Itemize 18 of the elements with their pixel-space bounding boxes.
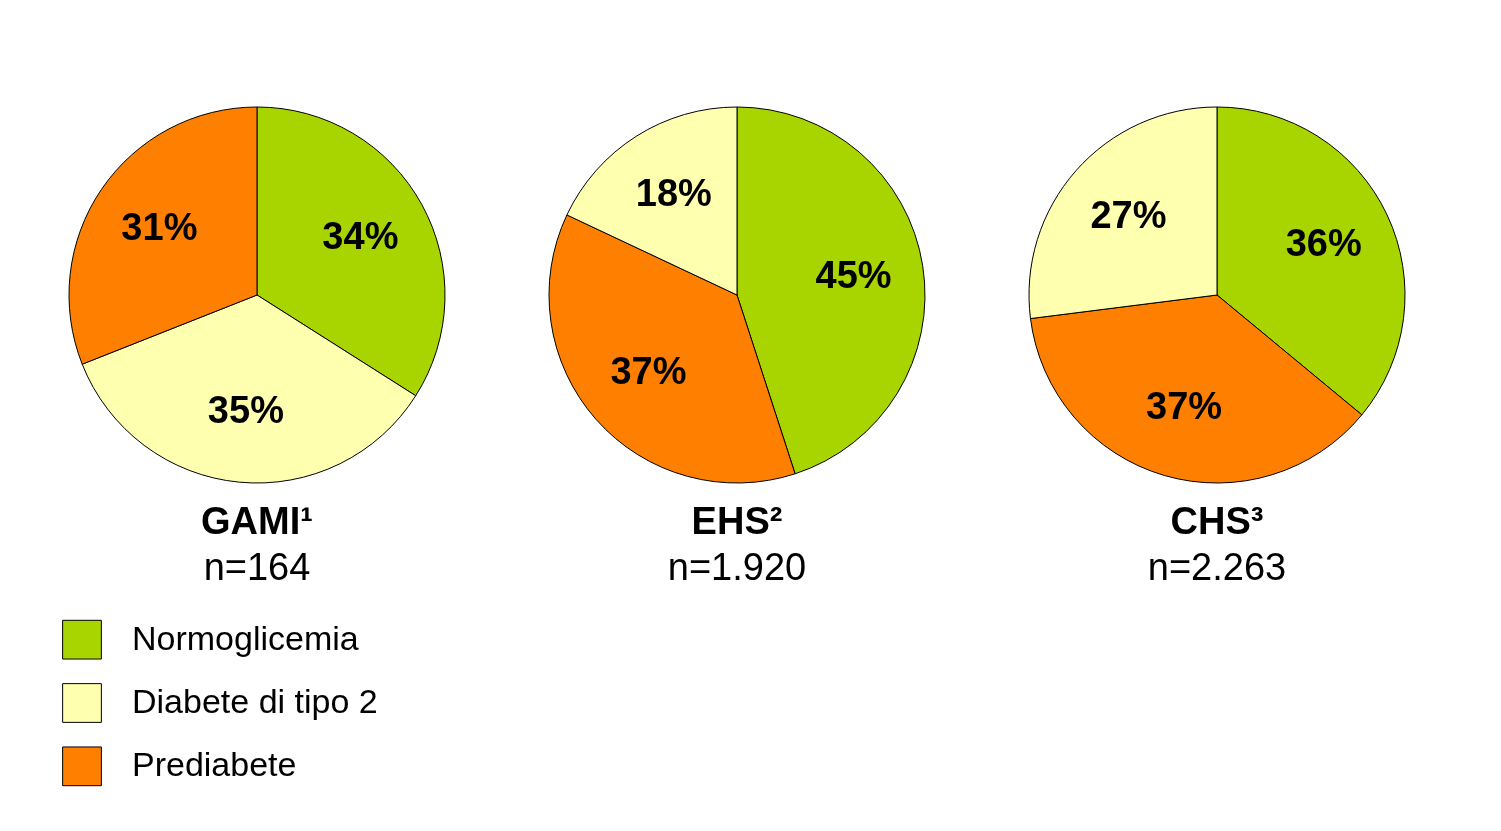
data-label: 37% [610,350,687,393]
text: n=2.263 [1147,546,1287,588]
text: EHS² [691,500,783,542]
data-label: 36% [1285,221,1362,264]
legend-label: Prediabete [132,745,297,784]
data-label: 31% [121,205,198,248]
data-label: 37% [1146,385,1223,428]
text: n=1.920 [667,546,807,588]
data-label: 27% [1090,193,1167,236]
legend-label: Normoglicemia [132,618,359,657]
data-label: 34% [322,215,399,258]
data-label: 35% [207,389,284,432]
data-label: 45% [815,253,892,296]
data-label: 18% [635,172,712,215]
legend-label: Diabete di tipo 2 [132,682,378,720]
text: CHS³ [1170,500,1264,542]
text: n=164 [203,546,311,588]
text: GAMI¹ [201,500,313,542]
